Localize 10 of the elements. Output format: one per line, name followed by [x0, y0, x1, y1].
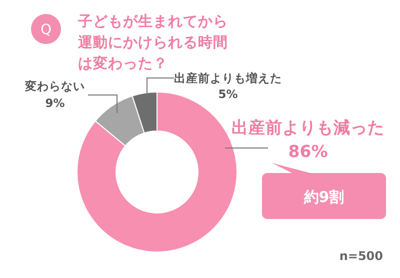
text: n=500: [339, 249, 383, 263]
slice-label: 出産前よりも減った: [232, 118, 384, 137]
data-label: 86%: [288, 142, 328, 161]
data-label: 9%: [45, 96, 66, 110]
slice-label: 変わらない: [24, 79, 85, 93]
chart-title: 子どもが生まれてから運動にかけられる時間は変わった？: [77, 13, 228, 72]
text: 約9割: [302, 188, 344, 206]
data-label: 5%: [218, 87, 238, 101]
slice-label: 出産前よりも増えた: [174, 71, 282, 85]
q-badge: Q: [31, 14, 61, 44]
